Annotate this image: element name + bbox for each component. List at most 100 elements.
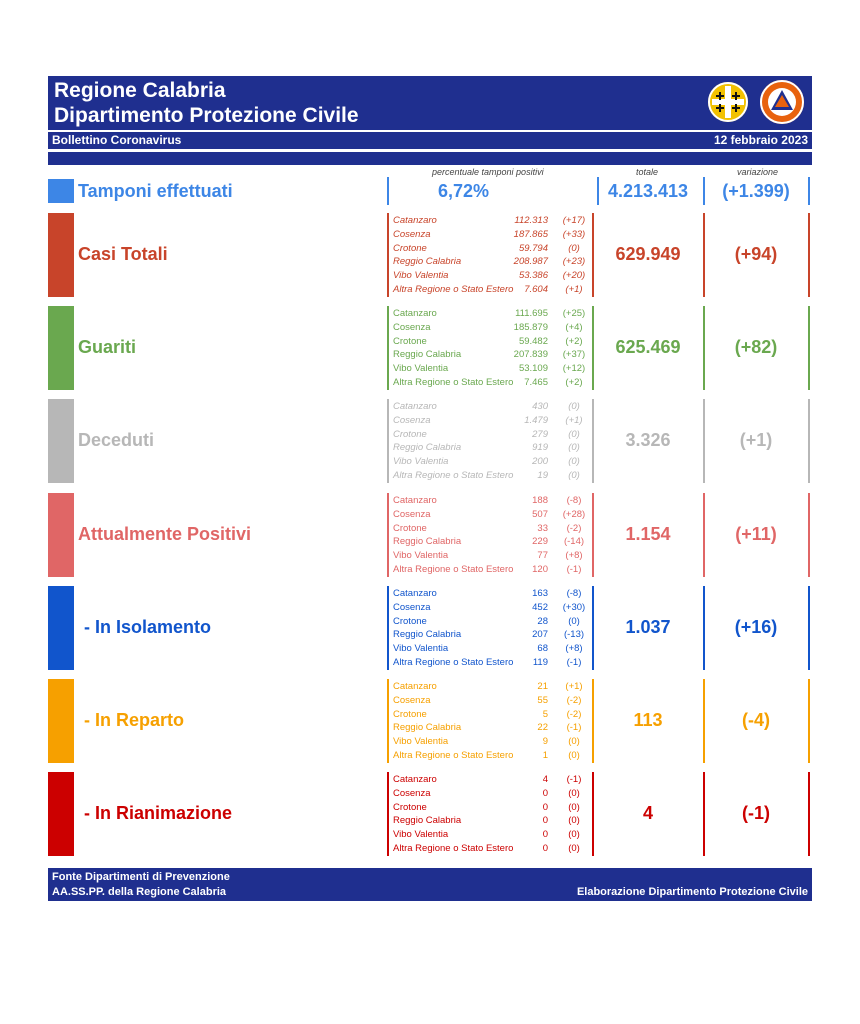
province-change: (+33)	[562, 228, 586, 240]
section-divider	[387, 213, 389, 297]
header-banner: Regione Calabria Dipartimento Protezione…	[48, 76, 812, 130]
province-change: (+23)	[562, 256, 586, 268]
province-change: (+17)	[562, 215, 586, 226]
province-change: (0)	[568, 843, 580, 854]
province-name: Reggio Calabria	[393, 629, 462, 641]
province-value: 208.987	[513, 256, 548, 268]
province-change: (-2)	[566, 522, 582, 534]
tamponi-total: 4.213.413	[607, 181, 689, 201]
tamponi-divider	[387, 177, 389, 205]
province-change: (+1)	[565, 284, 583, 295]
province-name: Crotone	[393, 335, 427, 347]
province-name: Catanzaro	[393, 588, 437, 599]
province-value: 7.604	[524, 284, 548, 295]
province-value: 59.794	[518, 242, 548, 254]
province-value: 430	[532, 401, 548, 412]
tamponi-divider	[703, 177, 705, 205]
section-color-bar	[48, 213, 74, 297]
tamponi-divider	[808, 177, 810, 205]
section-change: (+82)	[734, 337, 778, 357]
section-label: - In Reparto	[84, 710, 185, 730]
province-value: 5	[542, 708, 548, 720]
province-value: 207	[532, 629, 548, 641]
province-name: Cosenza	[393, 601, 431, 613]
province-value: 1.479	[524, 414, 548, 426]
province-value: 33	[537, 522, 548, 534]
province-value: 0	[542, 801, 548, 813]
section-total: 113	[633, 710, 663, 730]
province-change: (+28)	[562, 508, 586, 520]
section-divider	[387, 679, 389, 763]
section-divider	[703, 306, 705, 390]
province-name: Crotone	[393, 522, 427, 534]
province-name: Vibo Valentia	[393, 643, 449, 655]
section-total: 629.949	[615, 244, 681, 264]
province-name: Vibo Valentia	[393, 363, 449, 375]
province-name: Crotone	[393, 242, 427, 254]
section-divider	[703, 586, 705, 670]
section-divider	[808, 493, 810, 577]
section-divider	[387, 399, 389, 483]
province-value: 53.386	[518, 270, 548, 282]
province-change: (+2)	[565, 377, 583, 388]
section-divider	[808, 772, 810, 856]
section-divider	[808, 679, 810, 763]
province-value: 229	[532, 536, 548, 548]
province-name: Vibo Valentia	[393, 829, 449, 841]
province-change: (-8)	[566, 588, 582, 599]
department-title: Dipartimento Protezione Civile	[54, 104, 359, 127]
province-value: 111.695	[515, 308, 548, 319]
province-value: 112.313	[514, 215, 548, 226]
province-value: 207.839	[513, 349, 548, 361]
province-change: (0)	[568, 615, 580, 627]
tamponi-color-square	[48, 179, 74, 203]
section-divider	[387, 493, 389, 577]
section-change: (-1)	[742, 803, 770, 823]
region-title: Regione Calabria	[54, 79, 226, 102]
section-change: (+16)	[734, 617, 778, 637]
section-color-bar	[48, 772, 74, 856]
province-change: (+1)	[565, 681, 583, 692]
footer-source-line2: AA.SS.PP. della Regione Calabria	[52, 886, 227, 898]
province-change: (0)	[568, 242, 580, 254]
section-change: (+11)	[735, 524, 777, 544]
province-name: Reggio Calabria	[393, 722, 462, 734]
section-divider	[387, 306, 389, 390]
section-change: (-4)	[742, 710, 770, 730]
province-value: 188	[532, 495, 548, 506]
province-value: 28	[537, 615, 548, 627]
province-value: 59.482	[518, 335, 548, 347]
tamponi-label: Tamponi effettuati	[78, 181, 233, 201]
province-name: Vibo Valentia	[393, 550, 449, 562]
section-divider	[592, 306, 594, 390]
province-change: (-2)	[566, 708, 582, 720]
section-change: (+1)	[739, 430, 773, 450]
province-change: (0)	[568, 428, 580, 440]
province-name: Cosenza	[393, 414, 431, 426]
total-column-header: totale	[636, 167, 659, 177]
province-name: Catanzaro	[393, 495, 437, 506]
province-name: Cosenza	[393, 787, 431, 799]
province-change: (0)	[568, 470, 580, 481]
province-change: (-1)	[566, 564, 582, 575]
province-change: (0)	[568, 787, 580, 799]
province-name: Altra Regione o Stato Estero	[393, 750, 514, 761]
province-change: (+37)	[562, 349, 586, 361]
province-change: (+20)	[562, 270, 586, 282]
province-name: Altra Regione o Stato Estero	[393, 843, 514, 854]
province-name: Altra Regione o Stato Estero	[393, 657, 514, 668]
province-name: Vibo Valentia	[393, 270, 449, 282]
province-name: Catanzaro	[393, 774, 437, 785]
province-change: (0)	[568, 750, 580, 761]
province-value: 22	[537, 722, 548, 734]
section-label: Casi Totali	[78, 244, 168, 264]
section-divider	[703, 399, 705, 483]
province-name: Catanzaro	[393, 681, 437, 692]
section-divider	[703, 772, 705, 856]
province-change: (0)	[568, 829, 580, 841]
change-column-header: variazione	[737, 167, 779, 177]
header-separator	[48, 130, 812, 132]
header-bottom-bar	[48, 152, 812, 165]
footer-credit: Elaborazione Dipartimento Protezione Civ…	[576, 886, 808, 898]
province-value: 0	[542, 829, 548, 841]
